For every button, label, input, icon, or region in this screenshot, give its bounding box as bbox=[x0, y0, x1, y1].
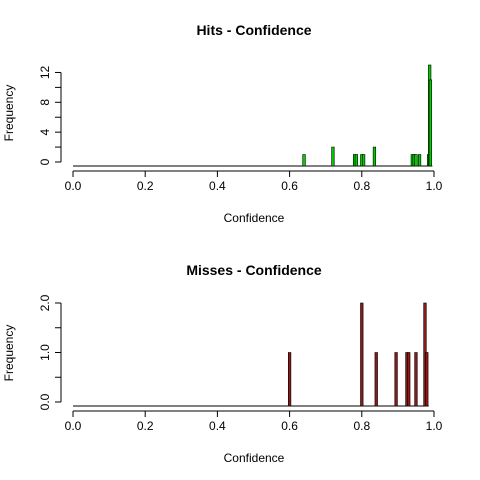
hits-x-tick-label: 0.6 bbox=[281, 179, 298, 193]
misses-axes: 0.0 0.2 0.4 0.6 0.8 1.0 0.0 1.0 2.0 bbox=[38, 294, 443, 433]
hits-y-axis-label: Frequency bbox=[2, 85, 16, 142]
misses-chart-title: Misses - Confidence bbox=[186, 262, 322, 278]
misses-x-axis-label: Confidence bbox=[224, 451, 285, 465]
misses-y-axis-label: Frequency bbox=[2, 325, 16, 382]
hits-bar bbox=[414, 154, 418, 167]
hits-x-tick-label: 0.4 bbox=[209, 179, 226, 193]
hits-bar bbox=[302, 154, 306, 167]
misses-bar bbox=[425, 352, 429, 407]
misses-bar bbox=[360, 302, 364, 407]
hits-bar bbox=[354, 154, 358, 167]
hits-bars bbox=[73, 64, 433, 167]
misses-x-tick-label: 0.4 bbox=[209, 419, 226, 433]
hits-panel: Hits - Confidence Confidence Frequency 0… bbox=[2, 22, 443, 225]
misses-bar bbox=[414, 352, 418, 407]
hits-y-tick-label: 0 bbox=[38, 158, 52, 165]
misses-y-tick-label: 0.0 bbox=[38, 393, 52, 410]
misses-bar bbox=[374, 352, 378, 407]
hits-x-tick-label: 0.0 bbox=[65, 179, 82, 193]
hits-bar bbox=[372, 146, 377, 167]
misses-bar bbox=[407, 352, 411, 407]
hits-x-tick-label: 1.0 bbox=[426, 179, 443, 193]
misses-x-tick-label: 1.0 bbox=[426, 419, 443, 433]
misses-bar bbox=[394, 352, 398, 407]
hits-bar bbox=[331, 146, 335, 167]
misses-y-tick-label: 2.0 bbox=[38, 294, 52, 311]
misses-y-tick-label: 1.0 bbox=[38, 344, 52, 361]
hits-x-tick-label: 0.2 bbox=[137, 179, 154, 193]
hits-x-tick-label: 0.8 bbox=[353, 179, 370, 193]
hits-axes: 0.0 0.2 0.4 0.6 0.8 1.0 0 4 8 12 bbox=[38, 65, 443, 193]
hits-x-axis-label: Confidence bbox=[224, 211, 285, 225]
misses-x-tick-label: 0.0 bbox=[65, 419, 82, 433]
hits-chart-title: Hits - Confidence bbox=[196, 22, 311, 38]
misses-panel: Misses - Confidence Confidence Frequency… bbox=[2, 262, 443, 465]
hits-bar bbox=[428, 79, 432, 167]
misses-x-tick-label: 0.2 bbox=[137, 419, 154, 433]
hits-bar bbox=[362, 154, 366, 167]
misses-bar bbox=[287, 352, 292, 407]
hits-bar bbox=[417, 154, 422, 167]
hits-y-tick-label: 4 bbox=[38, 128, 52, 135]
hits-y-tick-label: 12 bbox=[38, 65, 52, 79]
hits-y-tick-label: 8 bbox=[38, 99, 52, 106]
misses-x-tick-label: 0.6 bbox=[281, 419, 298, 433]
misses-x-tick-label: 0.8 bbox=[353, 419, 370, 433]
misses-bars bbox=[73, 302, 429, 407]
